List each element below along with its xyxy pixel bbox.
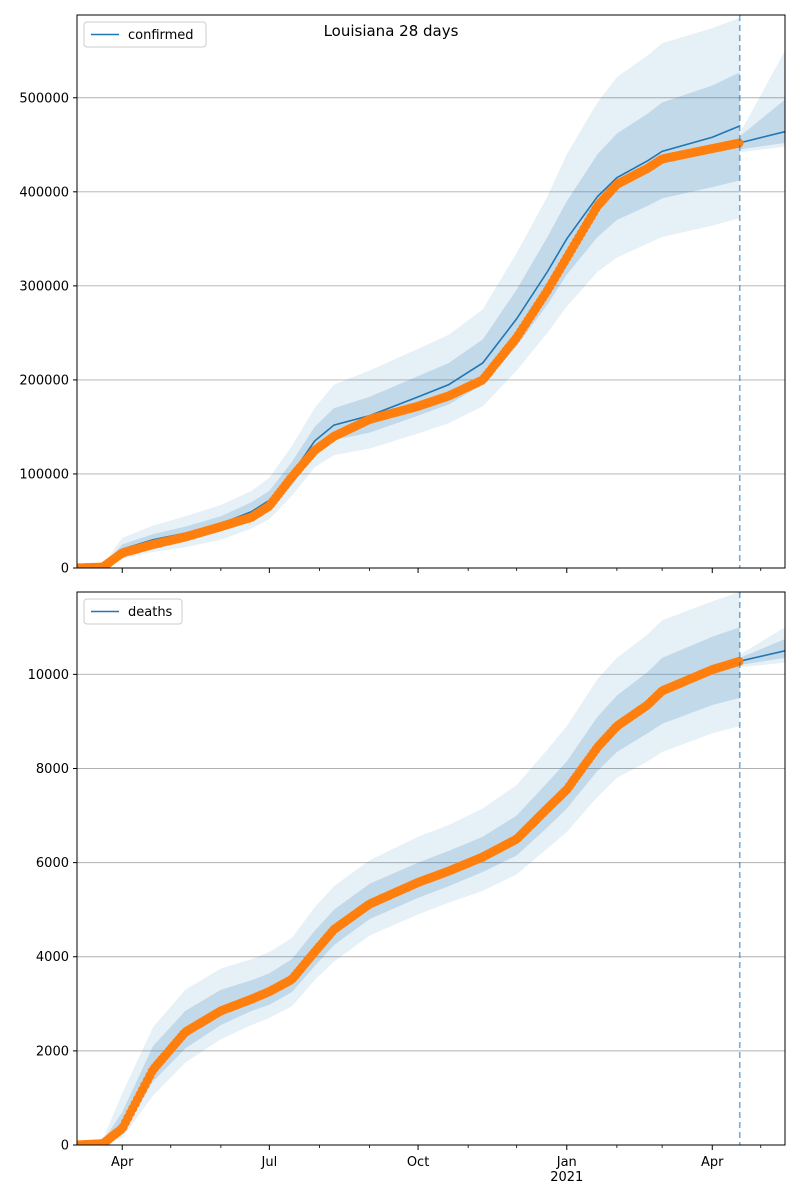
plot-area	[77, 592, 785, 1145]
y-tick-label: 100000	[19, 467, 69, 482]
y-tick-label: 10000	[28, 668, 69, 683]
y-tick-label: 2000	[36, 1044, 69, 1059]
uncertainty-band-inner	[77, 72, 740, 568]
confirmed-panel: 0 100000 200000 300000 400000 500000 Louisiana…	[19, 14, 786, 577]
chart-title: Louisiana 28 days	[324, 22, 459, 40]
observed-points	[77, 656, 744, 1145]
x-tick-label: Jan	[556, 1155, 577, 1170]
legend: deaths	[83, 598, 183, 625]
forecast-line	[739, 650, 785, 662]
y-tick-label: 500000	[19, 91, 69, 106]
y-tick-label: 200000	[19, 373, 69, 388]
y-tick-label: 300000	[19, 279, 69, 294]
y-tick-label: 0	[61, 562, 69, 577]
y-tick-label: 400000	[19, 185, 69, 200]
x-tick-label: Apr	[701, 1155, 724, 1170]
axes-frame	[76, 591, 786, 1146]
x-tick-sublabel: 2021	[550, 1170, 583, 1185]
y-tick-label: 8000	[36, 762, 69, 777]
forecast-band-outer	[739, 627, 785, 668]
observed-points	[77, 138, 744, 568]
uncertainty-band-outer	[77, 17, 740, 568]
x-tick-label: Apr	[111, 1155, 134, 1170]
x-tick-label: Oct	[407, 1155, 429, 1170]
axes-frame	[76, 14, 786, 569]
x-tick-label: Jul	[261, 1155, 278, 1170]
legend-box	[83, 21, 207, 48]
legend-label: deaths	[128, 605, 173, 620]
legend: confirmed	[83, 21, 207, 48]
plot-area	[77, 17, 785, 568]
y-tick-label: 0	[61, 1139, 69, 1154]
legend-box	[83, 598, 183, 625]
legend-label: confirmed	[128, 28, 194, 43]
forecast-band-inner	[739, 99, 785, 150]
y-tick-label: 4000	[36, 950, 69, 965]
observed-point	[734, 138, 744, 148]
observed-point	[734, 656, 744, 667]
forecast-line	[739, 130, 785, 144]
forecast-band-outer	[739, 50, 785, 153]
y-tick-label: 6000	[36, 856, 69, 871]
